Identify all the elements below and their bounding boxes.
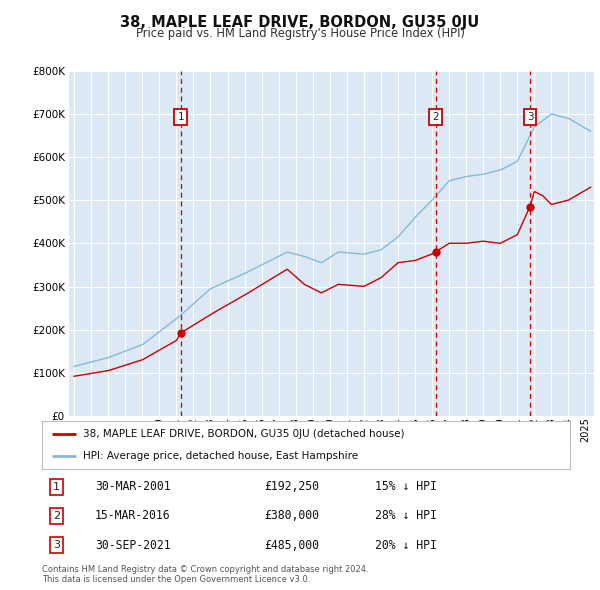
Text: 30-SEP-2021: 30-SEP-2021	[95, 539, 170, 552]
Text: 3: 3	[53, 540, 60, 550]
Text: 2: 2	[433, 113, 439, 122]
Text: 2: 2	[53, 511, 61, 521]
Text: 28% ↓ HPI: 28% ↓ HPI	[374, 509, 437, 523]
Text: 15-MAR-2016: 15-MAR-2016	[95, 509, 170, 523]
Text: £380,000: £380,000	[264, 509, 319, 523]
Text: 3: 3	[527, 113, 533, 122]
Text: 30-MAR-2001: 30-MAR-2001	[95, 480, 170, 493]
Text: HPI: Average price, detached house, East Hampshire: HPI: Average price, detached house, East…	[83, 451, 358, 461]
Text: 38, MAPLE LEAF DRIVE, BORDON, GU35 0JU (detached house): 38, MAPLE LEAF DRIVE, BORDON, GU35 0JU (…	[83, 429, 404, 439]
Text: Contains HM Land Registry data © Crown copyright and database right 2024.
This d: Contains HM Land Registry data © Crown c…	[42, 565, 368, 584]
Text: £192,250: £192,250	[264, 480, 319, 493]
Text: 15% ↓ HPI: 15% ↓ HPI	[374, 480, 437, 493]
Text: 1: 1	[178, 113, 184, 122]
Text: £485,000: £485,000	[264, 539, 319, 552]
Text: 1: 1	[53, 481, 60, 491]
Text: 20% ↓ HPI: 20% ↓ HPI	[374, 539, 437, 552]
Text: Price paid vs. HM Land Registry's House Price Index (HPI): Price paid vs. HM Land Registry's House …	[136, 27, 464, 40]
Text: 38, MAPLE LEAF DRIVE, BORDON, GU35 0JU: 38, MAPLE LEAF DRIVE, BORDON, GU35 0JU	[121, 15, 479, 30]
